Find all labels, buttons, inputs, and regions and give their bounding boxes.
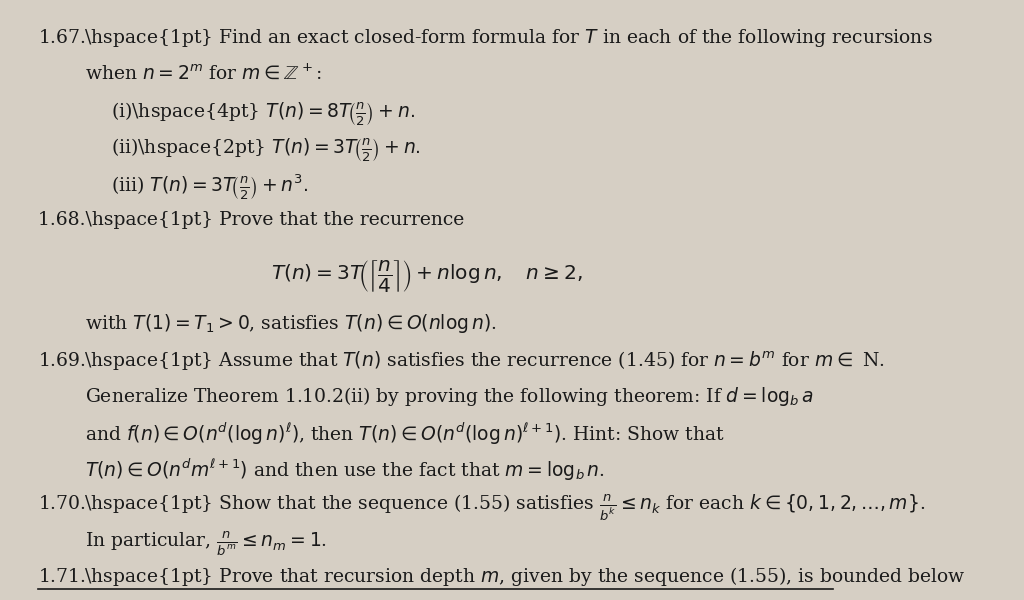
Text: $T(n) \in O(n^d m^{\ell+1})$ and then use the fact that $m = \log_b n$.: $T(n) \in O(n^d m^{\ell+1})$ and then us… <box>85 457 605 484</box>
Text: In particular, $\frac{n}{b^m} \leq n_m = 1$.: In particular, $\frac{n}{b^m} \leq n_m =… <box>85 529 328 557</box>
Text: 1.70.\hspace{1pt} Show that the sequence (1.55) satisfies $\frac{n}{b^k} \leq n_: 1.70.\hspace{1pt} Show that the sequence… <box>39 493 926 523</box>
Text: 1.68.\hspace{1pt} Prove that the recurrence: 1.68.\hspace{1pt} Prove that the recurre… <box>39 211 465 229</box>
Text: 1.71.\hspace{1pt} Prove that recursion depth $m$, given by the sequence (1.55), : 1.71.\hspace{1pt} Prove that recursion d… <box>39 565 967 588</box>
Text: when $n = 2^m$ for $m \in \mathbb{Z}^+$:: when $n = 2^m$ for $m \in \mathbb{Z}^+$: <box>85 63 323 82</box>
Text: (iii) $T(n) = 3T\!\left(\frac{n}{2}\right) + n^3.$: (iii) $T(n) = 3T\!\left(\frac{n}{2}\righ… <box>111 173 308 202</box>
Text: and $f(n) \in O(n^d(\log n)^\ell)$, then $T(n) \in O(n^d(\log n)^{\ell+1})$. Hin: and $f(n) \in O(n^d(\log n)^\ell)$, then… <box>85 421 725 448</box>
Text: 1.69.\hspace{1pt} Assume that $T(n)$ satisfies the recurrence (1.45) for $n = b^: 1.69.\hspace{1pt} Assume that $T(n)$ sat… <box>39 349 885 373</box>
Text: with $T(1) = T_1 > 0$, satisfies $T(n) \in O(n\log n)$.: with $T(1) = T_1 > 0$, satisfies $T(n) \… <box>85 312 498 335</box>
Text: (ii)\hspace{2pt} $T(n) = 3T\!\left(\frac{n}{2}\right) + n.$: (ii)\hspace{2pt} $T(n) = 3T\!\left(\frac… <box>111 137 421 164</box>
Text: Generalize Theorem 1.10.2(ii) by proving the following theorem: If $d = \log_b a: Generalize Theorem 1.10.2(ii) by proving… <box>85 385 814 408</box>
Text: (i)\hspace{4pt} $T(n) = 8T\!\left(\frac{n}{2}\right) + n.$: (i)\hspace{4pt} $T(n) = 8T\!\left(\frac{… <box>111 101 415 128</box>
Text: 1.67.\hspace{1pt} Find an exact closed-form formula for $T$ in each of the follo: 1.67.\hspace{1pt} Find an exact closed-f… <box>39 27 933 49</box>
Text: $T(n) = 3T\!\left(\left\lceil\dfrac{n}{4}\right\rceil\right) + n\log n, \quad n : $T(n) = 3T\!\left(\left\lceil\dfrac{n}{4… <box>271 258 583 294</box>
